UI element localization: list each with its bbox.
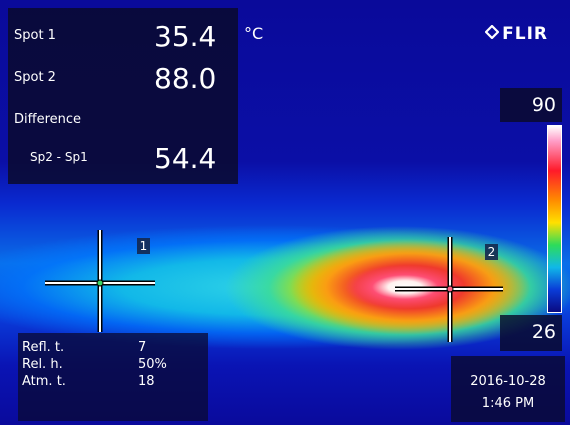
rel-humidity-label: Rel. h. <box>22 357 63 372</box>
flir-diamond-icon <box>484 24 500 44</box>
flir-logo-text: FLIR <box>502 24 548 44</box>
spot2-tag: 2 <box>485 244 498 260</box>
scale-max-value: 90 <box>531 94 556 116</box>
date-text: 2016-10-28 <box>470 374 546 389</box>
rel-humidity-value: 50% <box>138 357 167 372</box>
spot2-crosshair[interactable] <box>395 237 503 342</box>
measurement-panel: Spot 1 35.4 Spot 2 88.0 Difference Sp2 -… <box>8 8 238 184</box>
spot2-label: Spot 2 <box>14 70 56 85</box>
parameters-panel: Refl. t. 7 Rel. h. 50% Atm. t. 18 <box>18 333 208 421</box>
scale-min-box: 26 <box>500 315 562 351</box>
spot1-label: Spot 1 <box>14 28 56 43</box>
difference-formula-label: Sp2 - Sp1 <box>30 150 88 164</box>
temperature-color-scale <box>547 125 562 313</box>
timestamp-panel: 2016-10-28 1:46 PM <box>451 356 565 422</box>
spot1-value: 35.4 <box>154 20 217 53</box>
scale-max-box: 90 <box>500 88 562 122</box>
refl-temp-value: 7 <box>138 340 147 355</box>
spot2-value: 88.0 <box>154 62 217 95</box>
atm-temp-label: Atm. t. <box>22 374 66 389</box>
spot1-crosshair[interactable] <box>45 230 155 332</box>
temperature-unit: °C <box>244 24 264 43</box>
time-text: 1:46 PM <box>481 396 535 411</box>
atm-temp-value: 18 <box>138 374 155 389</box>
difference-label: Difference <box>14 112 82 127</box>
scale-min-value: 26 <box>531 321 556 343</box>
refl-temp-label: Refl. t. <box>22 340 65 355</box>
difference-value: 54.4 <box>154 142 217 175</box>
flir-logo: FLIR <box>484 24 548 44</box>
spot1-tag: 1 <box>137 238 150 254</box>
